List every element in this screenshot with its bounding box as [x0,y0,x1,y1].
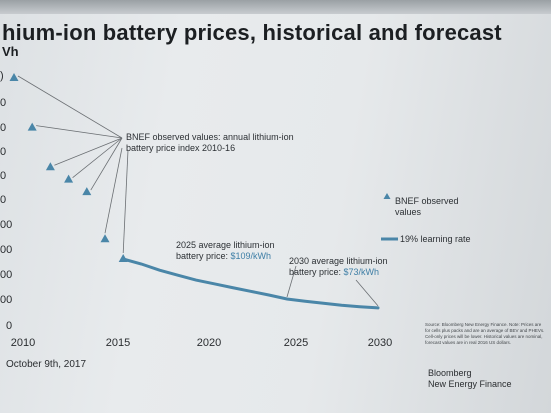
annotation-2030: 2030 average lithium-ion battery price: … [289,256,388,278]
annotation-leader-lines [17,75,379,307]
learning-rate-line [121,257,380,310]
y-tick-label: 0 [0,170,7,182]
annotation-2025: 2025 average lithium-ion battery price: … [176,240,275,262]
leader-line [17,75,123,139]
legend-learning-rate: 19% learning rate [400,234,471,244]
observed-marker-triangle [82,187,92,196]
legend-triangle-icon [383,193,391,199]
leader-line [122,149,129,254]
y-tick-label: 0 [0,194,7,206]
leader-line [90,137,123,191]
y-tick-label: 00 [0,294,13,306]
y-tick-label: 0 [0,97,7,109]
observed-annotation-line1: BNEF observed values: annual lithium-ion [126,132,294,142]
annotation-2030-value: $73/kWh [343,267,380,277]
legend-observed: BNEF observed values [395,196,459,218]
legend-observed-line2: values [395,207,422,217]
observed-marker-triangle [100,234,110,243]
leader-line [104,147,123,234]
annotation-2025-prefix: battery price: [176,251,231,261]
x-tick-label: 2020 [196,337,222,349]
observed-marker-triangle [27,122,37,131]
y-tick-label: 00 [0,269,13,281]
slide-top-edge [0,0,551,14]
observed-marker-triangle [45,162,55,171]
y-tick-label: 00 [0,219,13,231]
bnef-logo: Bloomberg New Energy Finance [428,368,512,390]
y-tick-label: 0 [0,146,7,158]
leader-line [355,279,379,307]
source-note: Source: Bloomberg New Energy Finance. No… [425,322,545,345]
x-tick-label: 2015 [105,337,131,349]
annotation-2025-line2: battery price: $109/kWh [176,251,275,262]
leader-line [286,265,297,298]
observed-annotation-line2: battery price index 2010-16 [126,143,236,153]
logo-line1: Bloomberg [428,368,472,378]
observed-marker-triangle [64,174,74,183]
annotation-2030-line2: battery price: $73/kWh [289,267,388,278]
leader-line [72,137,123,178]
annotation-2030-prefix: battery price: [289,267,344,277]
y-tick-label: 0 [0,122,7,134]
annotation-2025-line1: 2025 average lithium-ion [176,240,275,250]
x-tick-label: 2030 [367,337,393,349]
y-tick-label: 00 [0,244,13,256]
observed-markers [9,73,128,263]
leader-line [36,125,123,139]
annotation-2030-line1: 2030 average lithium-ion [289,256,388,266]
legend-observed-line1: BNEF observed [395,196,459,206]
y-axis-unit: Vh [2,44,19,59]
x-tick-label: 2010 [10,337,36,349]
logo-line2: New Energy Finance [428,379,512,389]
chart-title: hium-ion battery prices, historical and … [2,20,502,45]
annotation-2025-value: $109/kWh [230,251,272,261]
date-label: October 9th, 2017 [6,359,87,370]
observed-annotation: BNEF observed values: annual lithium-ion… [126,132,294,154]
observed-marker-triangle [9,73,19,81]
y-tick-label: 0 [6,320,13,332]
x-tick-label: 2025 [283,337,309,349]
leader-line [54,137,123,166]
y-tick-label: ) [0,70,4,82]
